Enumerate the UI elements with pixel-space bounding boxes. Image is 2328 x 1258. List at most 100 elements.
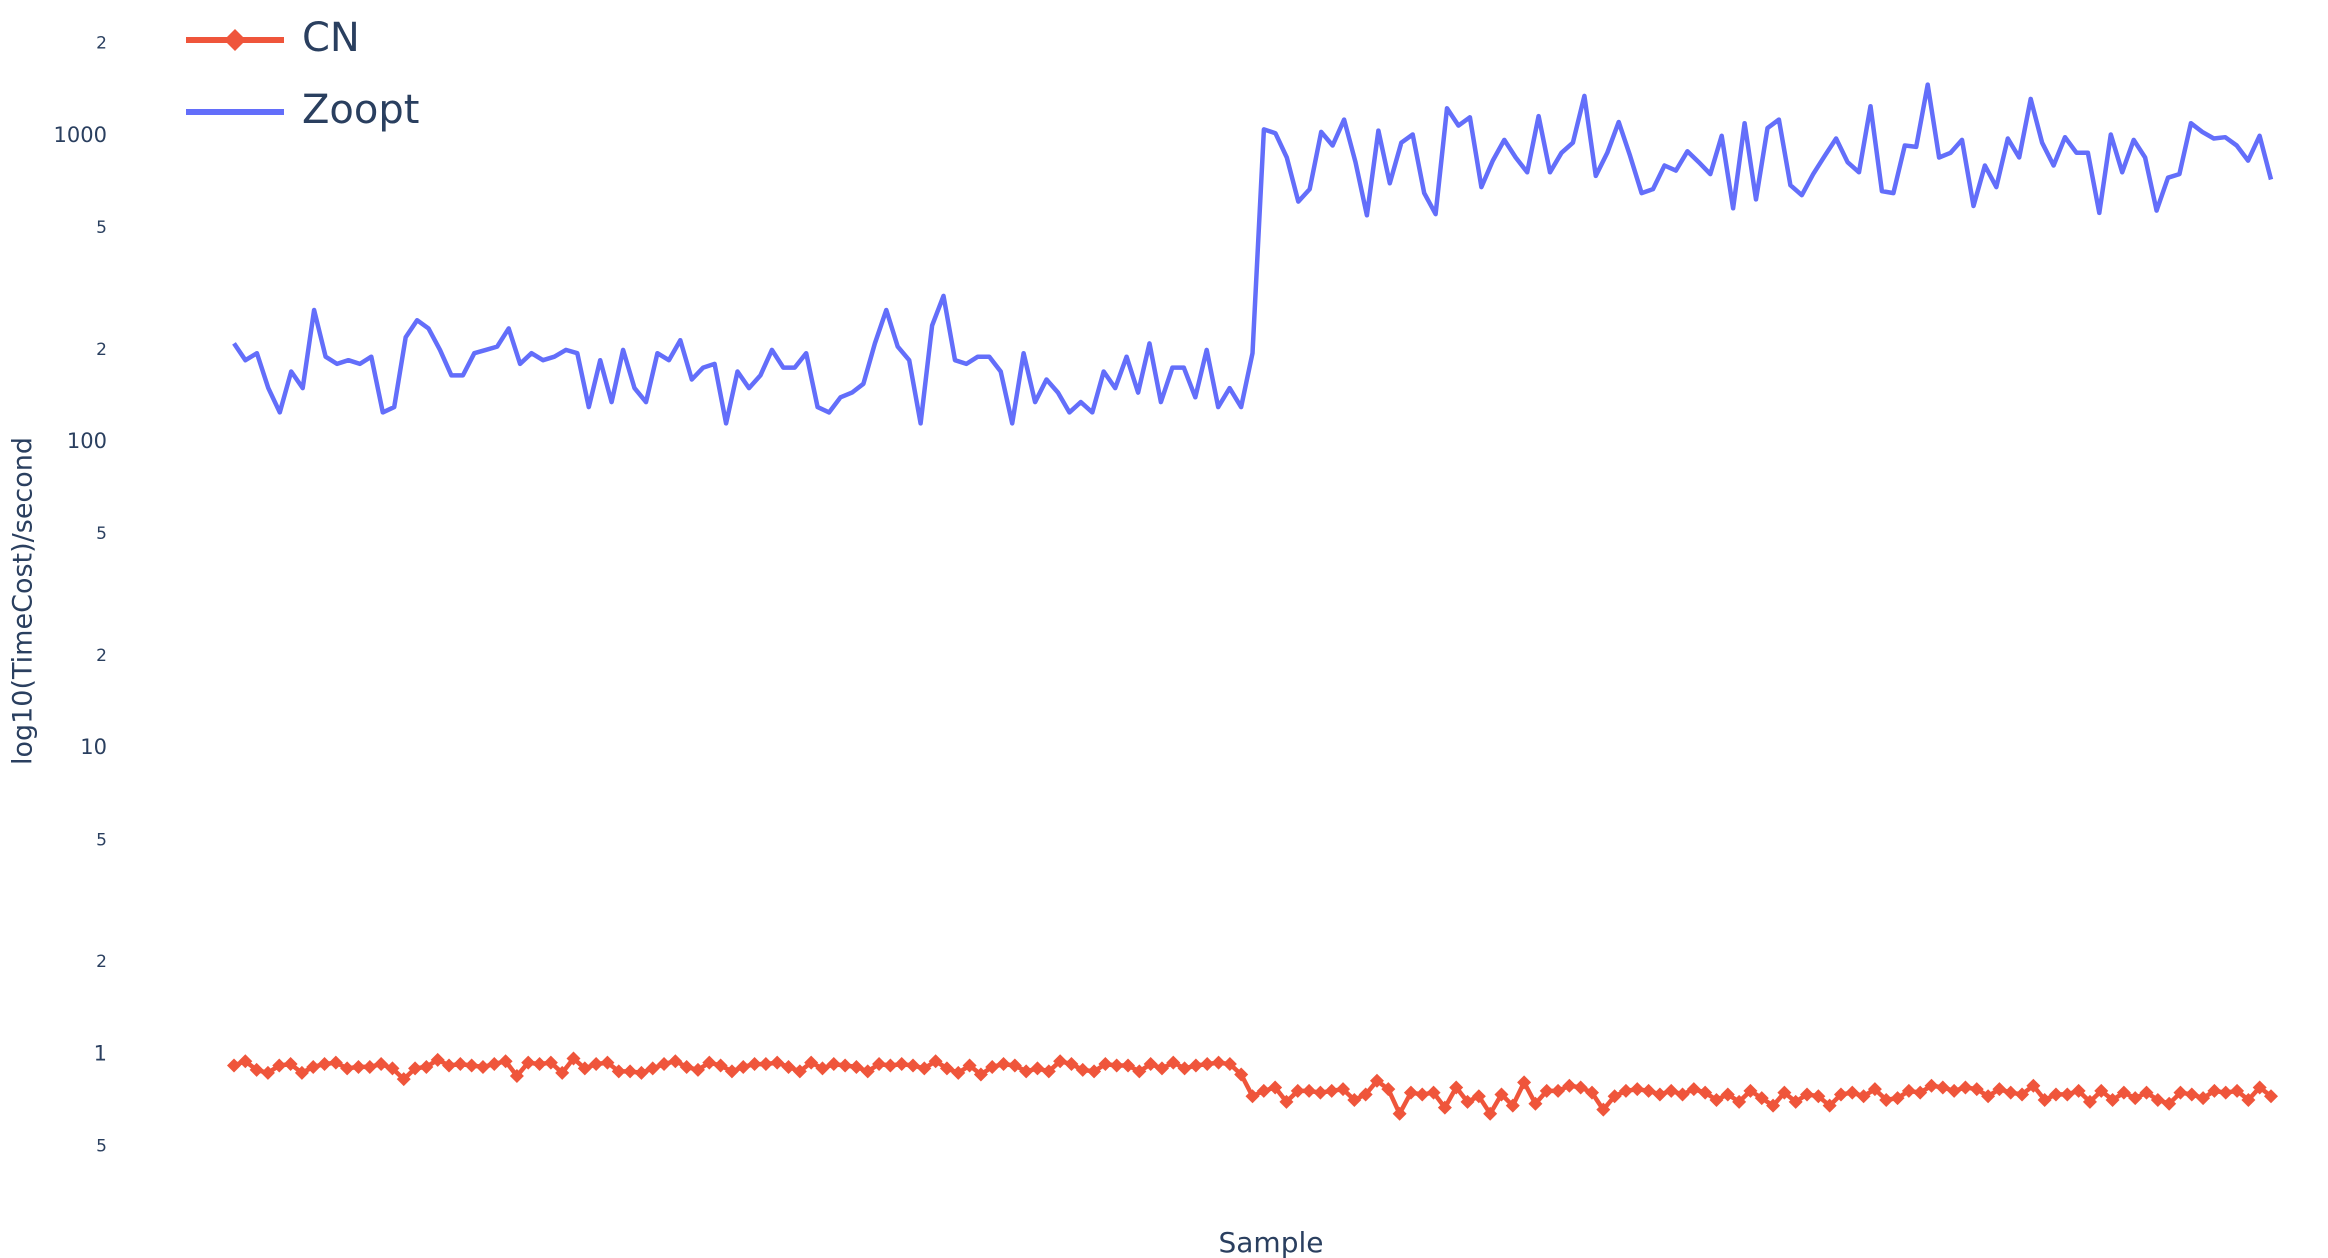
data-marker (2184, 1087, 2199, 1102)
data-marker (1732, 1094, 1747, 1109)
data-marker (283, 1057, 298, 1072)
data-marker (2037, 1092, 2052, 1107)
data-marker (521, 1055, 536, 1070)
data-marker (238, 1054, 253, 1069)
data-marker (1030, 1061, 1045, 1076)
data-marker (2264, 1089, 2278, 1104)
data-marker (1483, 1106, 1498, 1121)
legend-item[interactable]: CN (186, 15, 360, 61)
data-marker (860, 1064, 875, 1079)
data-marker (1607, 1089, 1622, 1104)
data-marker (1347, 1092, 1362, 1107)
data-marker (1913, 1085, 1928, 1100)
data-marker (1358, 1087, 1373, 1102)
data-marker (1698, 1085, 1713, 1100)
data-marker (1709, 1092, 1724, 1107)
data-marker (1245, 1089, 1260, 1104)
data-marker (1517, 1075, 1532, 1090)
data-marker (1766, 1098, 1781, 1113)
data-marker (1981, 1089, 1996, 1104)
data-marker (566, 1051, 581, 1066)
data-marker (2071, 1083, 2086, 1098)
data-marker (2128, 1091, 2143, 1106)
data-marker (2150, 1092, 2165, 1107)
data-marker (623, 1064, 638, 1079)
data-marker (294, 1065, 309, 1080)
data-marker (2162, 1096, 2177, 1111)
data-marker (532, 1057, 547, 1072)
data-marker (1392, 1106, 1407, 1121)
data-marker (1675, 1087, 1690, 1102)
data-marker (1007, 1058, 1022, 1073)
data-marker (838, 1058, 853, 1073)
data-marker (951, 1065, 966, 1080)
data-marker (1098, 1057, 1113, 1072)
data-marker (1279, 1094, 1294, 1109)
data-marker (985, 1059, 1000, 1074)
data-marker (1188, 1058, 1203, 1073)
data-marker (1437, 1100, 1452, 1115)
data-marker (1324, 1083, 1339, 1098)
data-marker (928, 1054, 943, 1069)
data-marker (883, 1058, 898, 1073)
data-marker (1019, 1064, 1034, 1079)
data-marker (1788, 1094, 1803, 1109)
y-tick-label: 2 (96, 34, 107, 54)
data-marker (1947, 1083, 1962, 1098)
data-marker (792, 1064, 807, 1079)
data-marker (1539, 1083, 1554, 1098)
data-marker (1041, 1064, 1056, 1079)
data-marker (1811, 1089, 1826, 1104)
data-marker (2207, 1083, 2222, 1098)
data-marker (1234, 1067, 1249, 1082)
data-marker (498, 1054, 513, 1069)
y-tick-label: 2 (96, 340, 107, 360)
data-marker (1336, 1082, 1351, 1097)
data-marker (1177, 1061, 1192, 1076)
legend-label: CN (302, 15, 360, 61)
data-marker (2173, 1085, 2188, 1100)
data-marker (1121, 1058, 1136, 1073)
data-marker (1992, 1082, 2007, 1097)
data-marker (1132, 1064, 1147, 1079)
data-marker (317, 1057, 332, 1072)
y-tick-label: 5 (96, 524, 107, 544)
y-tick-label: 10 (80, 735, 107, 759)
data-marker (1551, 1083, 1566, 1098)
y-tick-label: 2 (96, 952, 107, 972)
data-marker (724, 1064, 739, 1079)
data-marker (464, 1058, 479, 1073)
data-marker (1211, 1055, 1226, 1070)
data-marker (328, 1055, 343, 1070)
data-marker (1505, 1098, 1520, 1113)
y-tick-label: 1000 (54, 123, 107, 147)
data-marker (1924, 1078, 1939, 1093)
data-marker (1800, 1087, 1815, 1102)
data-marker (1596, 1102, 1611, 1117)
data-marker (1290, 1083, 1305, 1098)
data-marker (679, 1059, 694, 1074)
data-marker (442, 1058, 457, 1073)
data-marker (272, 1058, 287, 1073)
data-marker (362, 1059, 377, 1074)
data-marker (1449, 1080, 1464, 1095)
y-tick-label: 5 (96, 830, 107, 850)
data-marker (1109, 1058, 1124, 1073)
legend-item[interactable]: Zoopt (186, 87, 419, 133)
data-marker (430, 1052, 445, 1067)
data-marker (249, 1062, 264, 1077)
data-marker (1935, 1080, 1950, 1095)
data-marker (589, 1057, 604, 1072)
data-marker (1415, 1087, 1430, 1102)
data-marker (1256, 1083, 1271, 1098)
y-axis-title: log10(TimeCost)/second (8, 437, 39, 765)
data-marker (962, 1058, 977, 1073)
y-tick-label: 1 (94, 1041, 107, 1065)
series-line (232, 82, 2274, 426)
data-marker (1528, 1096, 1543, 1111)
data-marker (1381, 1082, 1396, 1097)
data-marker (2230, 1083, 2245, 1098)
data-marker (1743, 1083, 1758, 1098)
data-marker (1200, 1057, 1215, 1072)
